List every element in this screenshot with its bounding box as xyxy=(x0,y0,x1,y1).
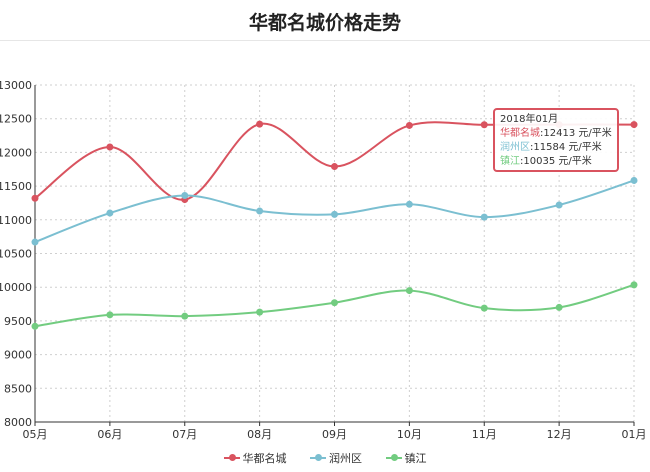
data-point-series-1 xyxy=(405,200,413,208)
data-point-series-2 xyxy=(331,299,338,307)
data-point-series-0 xyxy=(106,143,114,151)
data-point-series-2 xyxy=(31,322,39,330)
data-point-series-2 xyxy=(480,304,488,312)
data-point-series-1 xyxy=(31,238,39,246)
y-tick-label: 10500 xyxy=(0,248,32,261)
data-point-series-0 xyxy=(630,121,638,129)
tooltip: 2018年01月 华都名城:12413 元/平米 润州区:11584 元/平米 … xyxy=(493,108,619,172)
data-point-series-0 xyxy=(480,121,488,129)
data-point-series-2 xyxy=(555,303,563,311)
y-tick-label: 11000 xyxy=(0,214,32,227)
chart-title: 华都名城价格走势 xyxy=(248,12,401,34)
y-tick-label: 9000 xyxy=(4,349,32,362)
y-tick-label: 12500 xyxy=(0,113,32,126)
legend-label: 镇江 xyxy=(404,452,427,465)
data-point-series-2 xyxy=(256,308,264,316)
data-point-series-0 xyxy=(31,194,39,202)
legend-item-huadu[interactable]: 华都名城 xyxy=(223,450,287,466)
y-tick-label: 13000 xyxy=(0,79,32,92)
x-tick-label: 08月 xyxy=(247,428,272,441)
tooltip-series-value: :11584 元/平米 xyxy=(530,142,602,153)
x-tick-label: 07月 xyxy=(172,428,197,441)
data-point-series-1 xyxy=(106,209,114,217)
x-tick-label: 10月 xyxy=(397,428,422,441)
data-point-series-2 xyxy=(181,312,189,320)
tooltip-series-name: 镇江 xyxy=(500,156,520,167)
legend: 华都名城 润州区 镇江 xyxy=(0,450,650,466)
tooltip-series-name: 润州区 xyxy=(500,142,530,153)
line-chart: 8000 8500 9000 9500 10000 10500 11000 11500 1200… xyxy=(0,79,647,441)
y-tick-label: 10000 xyxy=(0,281,32,294)
legend-item-zhenjiang[interactable]: 镇江 xyxy=(385,450,427,466)
x-tick-label: 11月 xyxy=(472,428,497,441)
data-point-series-1 xyxy=(331,210,338,218)
x-tick-label: 09月 xyxy=(322,428,347,441)
tooltip-title: 2018年01月 xyxy=(500,114,559,125)
legend-item-runzhou[interactable]: 润州区 xyxy=(310,450,362,466)
legend-marker xyxy=(310,454,326,461)
y-tick-label: 11500 xyxy=(0,180,32,193)
title-divider xyxy=(0,40,650,41)
x-tick-label: 01月 xyxy=(622,428,647,441)
tooltip-row-huadu: 华都名城:12413 元/平米 xyxy=(500,127,617,141)
y-tick-label: 8000 xyxy=(4,416,32,429)
y-tick-label: 8500 xyxy=(4,382,32,395)
tooltip-series-value: :12413 元/平米 xyxy=(540,128,612,139)
y-tick-label: 9500 xyxy=(4,315,32,328)
data-point-series-2 xyxy=(106,311,114,319)
tooltip-row-runzhou: 润州区:11584 元/平米 xyxy=(500,141,617,155)
x-tick-label: 06月 xyxy=(97,428,122,441)
tooltip-series-value: :10035 元/平米 xyxy=(520,156,592,167)
legend-marker xyxy=(223,454,240,461)
data-point-series-1 xyxy=(181,192,189,200)
x-tick-label: 12月 xyxy=(547,428,572,441)
data-point-series-1 xyxy=(630,176,638,184)
data-point-series-0 xyxy=(331,163,338,171)
x-tick-label: 05月 xyxy=(23,428,48,441)
tooltip-row-zhenjiang: 镇江:10035 元/平米 xyxy=(500,155,617,169)
legend-label: 润州区 xyxy=(329,452,362,465)
data-point-series-2 xyxy=(630,281,638,289)
data-point-series-2 xyxy=(405,287,413,295)
data-point-series-0 xyxy=(405,121,413,129)
legend-marker xyxy=(385,454,402,461)
tooltip-series-name: 华都名城 xyxy=(500,128,540,139)
data-point-series-1 xyxy=(480,213,488,221)
data-point-series-0 xyxy=(256,120,264,128)
data-point-series-1 xyxy=(555,201,563,209)
data-point-series-1 xyxy=(256,207,264,215)
y-tick-label: 12000 xyxy=(0,146,32,159)
legend-label: 华都名城 xyxy=(242,452,287,465)
